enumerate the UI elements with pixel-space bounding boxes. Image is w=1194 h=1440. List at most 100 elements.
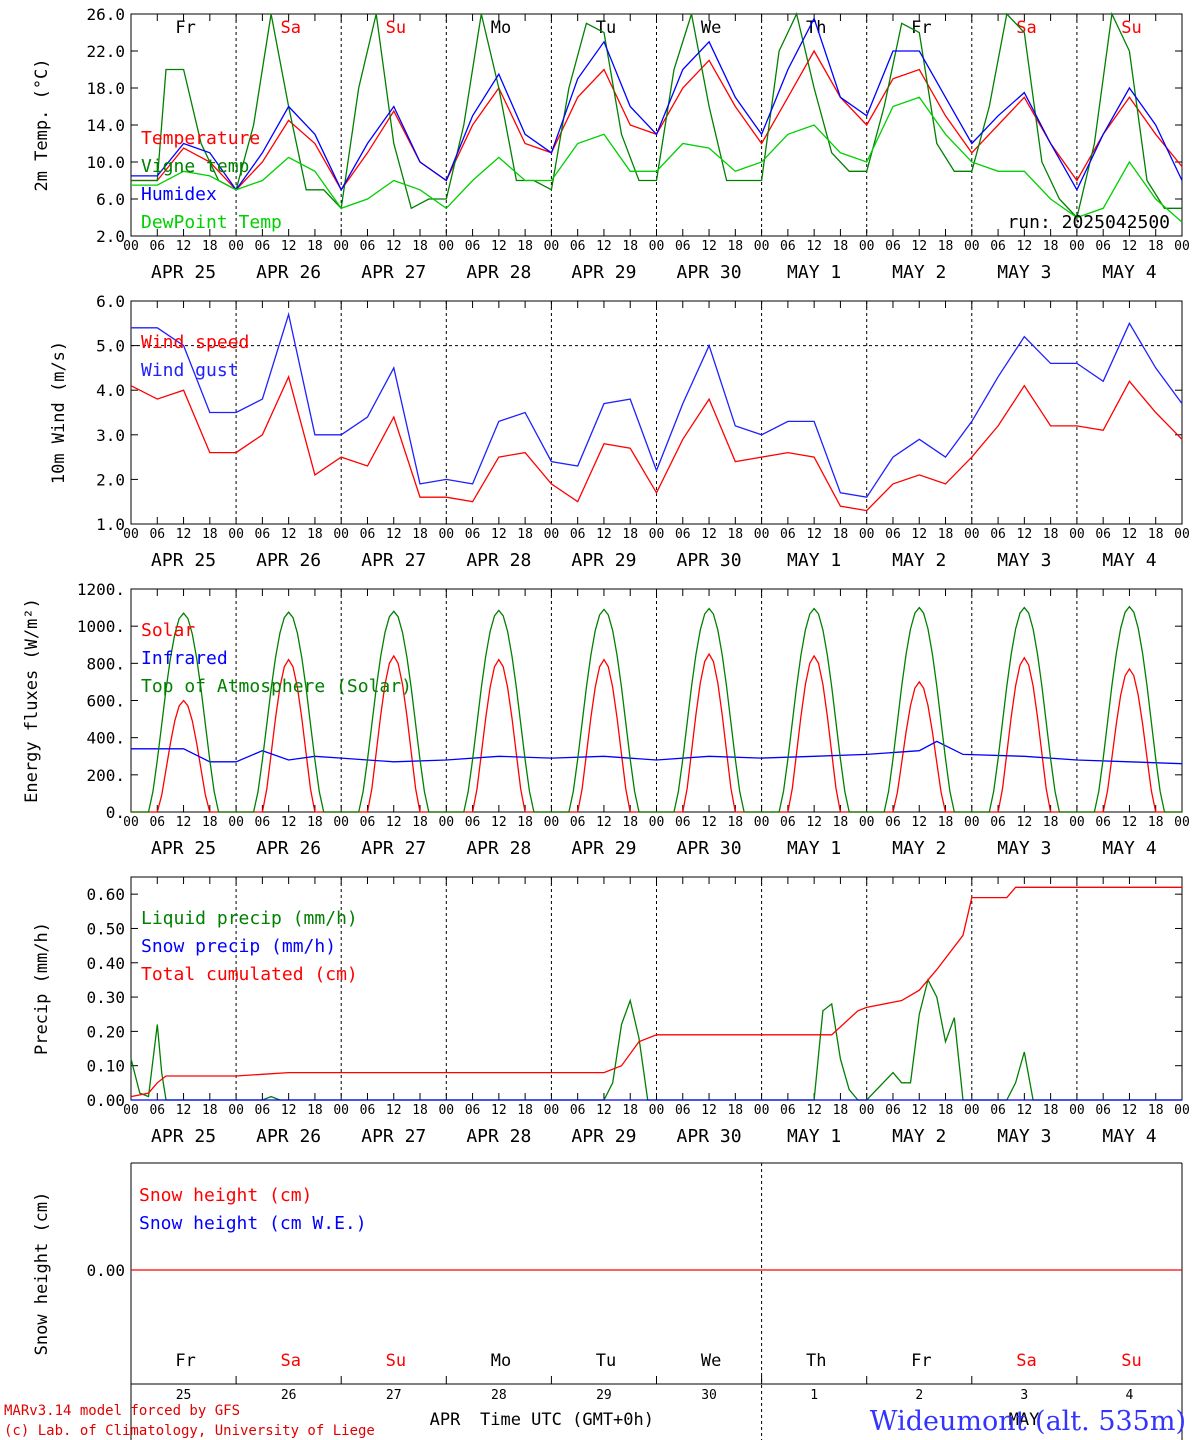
y-tick-label: 600. (86, 692, 125, 711)
x-tick-label: 12 (281, 239, 297, 254)
x-tick-label: 12 (386, 815, 402, 830)
y-tick-label: 22.0 (86, 42, 125, 61)
x-tick-label: 00 (649, 1103, 665, 1118)
y-axis-title: Energy fluxes (W/m²) (22, 598, 42, 803)
x-tick-label: 06 (360, 815, 376, 830)
date-label: MAY 1 (787, 550, 841, 571)
x-tick-label: 06 (360, 527, 376, 542)
series-top-of-atmosphere-solar- (131, 605, 1182, 813)
x-tick-label: 12 (1122, 527, 1138, 542)
series-infrared (131, 740, 1183, 765)
x-tick-label: 12 (806, 527, 822, 542)
x-tick-label: 18 (1148, 815, 1164, 830)
date-label: APR 29 (571, 1126, 636, 1147)
date-label: MAY 3 (997, 262, 1051, 283)
x-tick-label: 12 (1122, 815, 1138, 830)
x-tick-label: 00 (754, 1103, 770, 1118)
x-tick-label: 06 (360, 1103, 376, 1118)
x-tick-label: 06 (990, 527, 1006, 542)
x-tick-label: 18 (202, 239, 218, 254)
x-tick-label: 00 (544, 239, 560, 254)
x-tick-label: 18 (833, 815, 849, 830)
x-tick-label: 06 (675, 1103, 691, 1118)
x-tick-label: 00 (754, 239, 770, 254)
day-name-label: Fr (175, 1351, 195, 1371)
x-tick-label: 12 (491, 815, 507, 830)
date-label: MAY 2 (892, 1126, 946, 1147)
date-label: APR 26 (256, 838, 321, 859)
x-tick-label: 12 (806, 815, 822, 830)
x-tick-label: 06 (885, 815, 901, 830)
y-tick-label: 0. (106, 803, 125, 822)
day-number-label: 2 (915, 1388, 923, 1403)
day-name-label: Fr (175, 18, 195, 38)
date-label: APR 30 (677, 838, 742, 859)
y-tick-label: 4.0 (96, 381, 125, 400)
x-tick-label: 00 (438, 527, 454, 542)
date-label: APR 25 (151, 1126, 216, 1147)
x-tick-label: 18 (833, 527, 849, 542)
x-tick-label: 18 (622, 1103, 638, 1118)
x-tick-label: 00 (544, 1103, 560, 1118)
x-tick-label: 18 (412, 815, 428, 830)
x-tick-label: 12 (386, 527, 402, 542)
y-tick-label: 26.0 (86, 5, 125, 24)
x-tick-label: 18 (517, 527, 533, 542)
y-tick-label: 0.30 (86, 988, 125, 1007)
day-name-label: Mo (491, 1351, 511, 1371)
date-label: MAY 3 (997, 1126, 1051, 1147)
legend-snow-height-cm-w-e: Snow height (cm W.E.) (139, 1213, 367, 1234)
date-label: MAY 1 (787, 1126, 841, 1147)
x-tick-label: 12 (176, 239, 192, 254)
x-tick-label: 18 (938, 815, 954, 830)
x-tick-label: 12 (701, 1103, 717, 1118)
legend-snow-precip-mm-h: Snow precip (mm/h) (141, 936, 336, 957)
x-tick-label: 00 (1069, 1103, 1085, 1118)
x-tick-label: 00 (1174, 527, 1190, 542)
x-tick-label: 06 (570, 527, 586, 542)
x-tick-label: 12 (1017, 1103, 1033, 1118)
day-name-label: Su (1121, 1351, 1141, 1371)
x-tick-label: 00 (1069, 527, 1085, 542)
x-tick-label: 00 (964, 527, 980, 542)
x-tick-label: 18 (622, 527, 638, 542)
day-number-label: 4 (1126, 1388, 1134, 1403)
day-number-label: 25 (176, 1388, 192, 1403)
day-name-label: Su (386, 18, 406, 38)
x-tick-label: 18 (412, 239, 428, 254)
x-tick-label: 06 (1095, 239, 1111, 254)
x-tick-label: 00 (964, 1103, 980, 1118)
x-tick-label: 06 (990, 815, 1006, 830)
y-tick-label: 6.0 (96, 190, 125, 209)
y-axis-title: 2m Temp. (°C) (32, 58, 52, 191)
date-label: APR 25 (151, 550, 216, 571)
x-tick-label: 18 (517, 815, 533, 830)
date-label: MAY 3 (997, 550, 1051, 571)
x-tick-label: 18 (1043, 527, 1059, 542)
x-tick-label: 00 (964, 239, 980, 254)
series-dewpoint-temp (131, 96, 1183, 223)
x-tick-label: 12 (911, 239, 927, 254)
x-tick-label: 00 (1174, 1103, 1190, 1118)
x-tick-label: 18 (307, 527, 323, 542)
footer: MARv3.14 model forced by GFS (c) Lab. of … (4, 1403, 1186, 1439)
day-number-label: 29 (596, 1388, 612, 1403)
run-label: run: 2025042500 (1007, 212, 1170, 233)
x-tick-label: 12 (281, 815, 297, 830)
date-label: MAY 2 (892, 550, 946, 571)
x-tick-label: 00 (333, 527, 349, 542)
x-tick-label: 00 (123, 239, 139, 254)
date-label: APR 28 (466, 1126, 531, 1147)
x-tick-label: 06 (885, 527, 901, 542)
x-tick-label: 00 (1069, 239, 1085, 254)
x-tick-label: 12 (911, 1103, 927, 1118)
x-tick-label: 12 (701, 239, 717, 254)
x-tick-label: 06 (780, 1103, 796, 1118)
y-tick-label: 10.0 (86, 153, 125, 172)
x-tick-label: 00 (123, 527, 139, 542)
x-tick-label: 12 (596, 239, 612, 254)
x-tick-label: 06 (255, 527, 271, 542)
x-tick-label: 00 (438, 239, 454, 254)
panel-2: 00 06 12 18 00 06 12 18 00 06 12 18 00 06 12 18 00 06 12 18… (49, 292, 1190, 571)
